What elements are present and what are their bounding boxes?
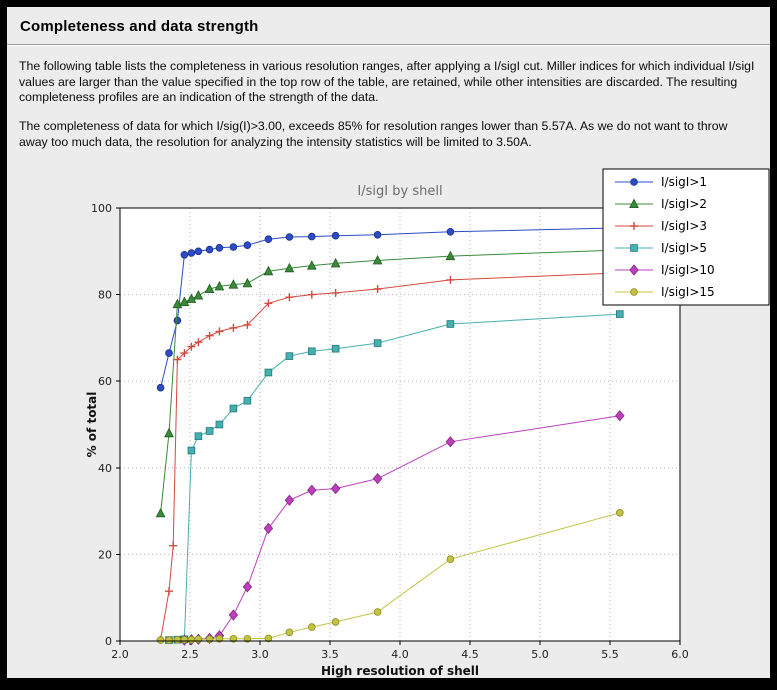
summary-paragraph: The completeness of data for which I/sig… [19, 119, 728, 149]
legend-entry-i-sigi-1: I/sigI>1 [615, 175, 707, 189]
x-tick-label: 5.5 [601, 648, 619, 661]
legend-entry-i-sigi-3: I/sigI>3 [615, 219, 707, 233]
x-tick-label: 5.0 [531, 648, 549, 661]
legend-label: I/sigI>1 [661, 175, 707, 189]
page-title: Completeness and data strength [20, 18, 259, 35]
axis-ticks: 2.0 2.5 3.0 3.5 4.0 4.5 5.0 5.5 6.0 0 20 40 60 80 100 [91, 202, 689, 661]
x-tick-label: 3.0 [251, 648, 269, 661]
legend-entry-i-sigi-10: I/sigI>10 [615, 263, 715, 277]
legend-label: I/sigI>5 [661, 241, 707, 255]
plot-frame [119, 207, 681, 642]
x-tick-label: 3.5 [321, 648, 339, 661]
x-tick-label: 4.0 [391, 648, 409, 661]
legend-entry-i-sigi-2: I/sigI>2 [615, 197, 707, 211]
y-tick-label: 80 [98, 288, 112, 301]
y-tick-label: 20 [98, 548, 112, 561]
y-tick-label: 40 [98, 461, 112, 474]
x-tick-label: 4.5 [461, 648, 479, 661]
legend-entry-i-sigi-5: I/sigI>5 [615, 241, 707, 255]
title-separator [7, 44, 770, 46]
x-tick-label: 2.0 [111, 648, 129, 661]
y-tick-label: 100 [91, 202, 112, 215]
intro-paragraph: The following table lists the completene… [19, 59, 755, 105]
y-tick-label: 60 [98, 375, 112, 388]
legend-label: I/sigI>15 [661, 285, 715, 299]
y-axis-label: % of total [85, 391, 99, 457]
chart-area: 2.0 2.5 3.0 3.5 4.0 4.5 5.0 5.5 6.0 0 20 40 60 80 100 I… [7, 159, 770, 678]
y-tick-label: 0 [105, 635, 112, 648]
report-panel: Completeness and data strength The follo… [7, 7, 770, 678]
x-tick-label: 2.5 [181, 648, 199, 661]
legend-label: I/sigI>10 [661, 263, 715, 277]
completeness-chart: 2.0 2.5 3.0 3.5 4.0 4.5 5.0 5.5 6.0 0 20 40 60 80 100 I… [85, 168, 770, 678]
chart-legend: I/sigI>1 I/sigI>2 I/sigI>3 I/sigI>5 I/sigI>1… [602, 168, 770, 306]
legend-label: I/sigI>3 [661, 219, 707, 233]
x-axis-label: High resolution of shell [321, 664, 479, 678]
legend-label: I/sigI>2 [661, 197, 707, 211]
chart-title: I/sigI by shell [357, 184, 442, 199]
x-tick-label: 6.0 [671, 648, 689, 661]
legend-entry-i-sigi-15: I/sigI>15 [615, 285, 715, 299]
